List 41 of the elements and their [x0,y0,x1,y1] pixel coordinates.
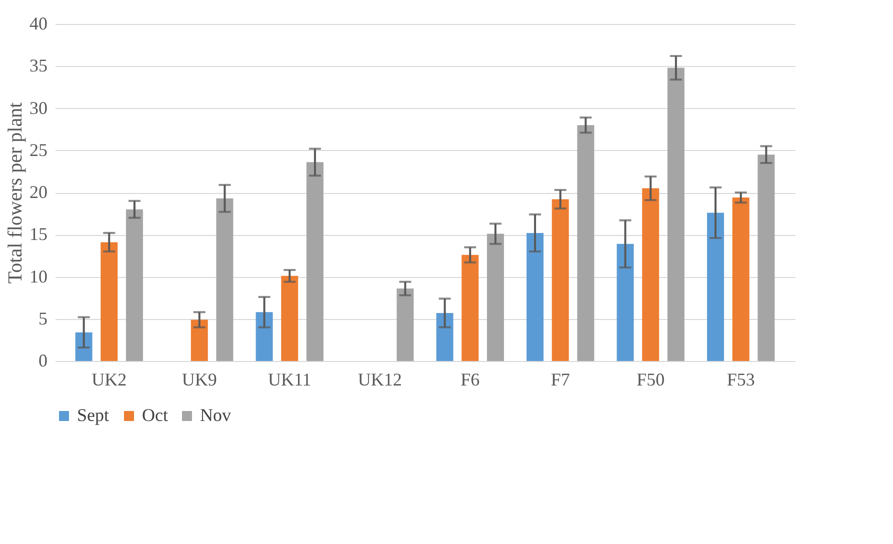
y-tick-label: 35 [30,56,48,76]
bar [732,198,750,361]
bar [306,162,324,361]
y-tick-label: 10 [30,266,48,286]
bar [281,276,298,361]
bar [552,199,569,361]
bar [216,198,234,361]
y-tick-label: 40 [30,14,48,34]
bar [707,212,724,361]
y-tick-label: 20 [30,182,48,202]
bar [190,320,208,361]
bar [100,242,118,361]
x-tick-label: F53 [726,370,755,390]
y-tick-label: 0 [38,350,48,370]
bar [616,244,634,361]
x-tick-label: UK2 [92,370,127,390]
bar [577,125,594,361]
bar [436,312,454,361]
bar [667,68,684,361]
bar [526,232,544,361]
x-tick-label: F50 [636,370,665,390]
y-tick-label: 30 [30,98,48,118]
y-tick-label: 15 [30,224,48,244]
x-tick-label: UK9 [182,370,217,390]
legend-label: Nov [200,405,231,425]
x-tick-label: F7 [550,370,570,390]
bar [126,209,143,361]
bar [642,188,660,361]
legend-label: Oct [142,405,168,425]
legend-label: Sept [77,405,110,425]
y-tick-label: 5 [38,308,48,328]
x-tick-label: UK11 [268,370,312,390]
bar [486,234,504,361]
y-tick-label: 25 [30,140,48,160]
bar [256,312,273,361]
bar [396,288,414,361]
bar [758,154,775,361]
y-axis-title: Total flowers per plant [4,102,26,284]
bar [462,254,479,361]
x-tick-label: F6 [460,370,480,390]
x-tick-label: UK12 [358,370,402,390]
